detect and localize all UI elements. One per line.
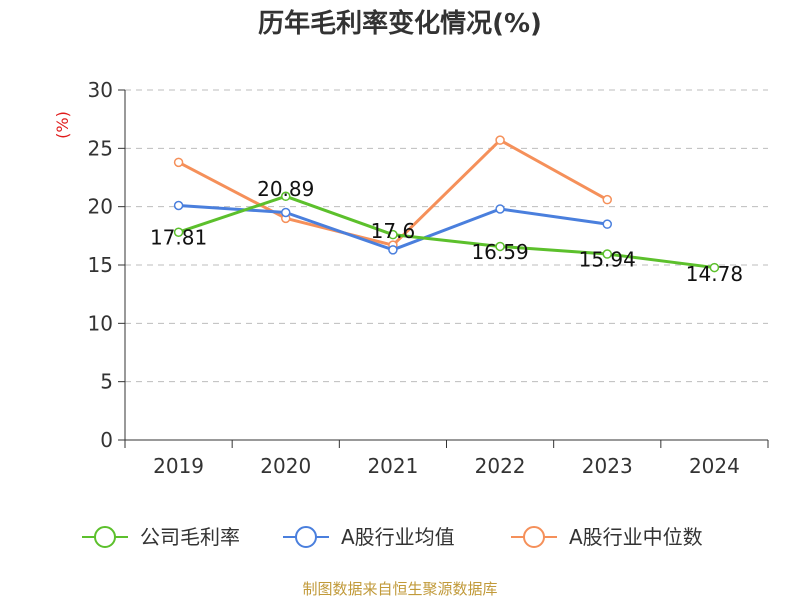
data-label-2021: 17.6 [371, 219, 416, 243]
series-point-2-2022 [495, 135, 505, 145]
y-tick-label-5: 5 [100, 370, 113, 394]
x-tick-label-2019: 2019 [153, 454, 204, 478]
series-point-1-2023 [602, 219, 612, 229]
legend-label-1: A股行业均值 [341, 525, 455, 549]
y-tick-label-15: 15 [88, 253, 113, 277]
y-tick-label-10: 10 [88, 311, 113, 335]
series-point-1-2020 [281, 207, 291, 218]
legend-label-0: 公司毛利率 [140, 525, 240, 549]
legend-marker-0 [94, 526, 116, 548]
series-point-0-2019 [173, 227, 184, 237]
legend-marker-2 [523, 526, 545, 548]
y-tick-label-25: 25 [88, 136, 113, 160]
series-point-1-2022 [495, 204, 505, 214]
y-tick-label-20: 20 [88, 195, 113, 219]
x-tick-label-2021: 2021 [367, 454, 418, 478]
x-tick-label-2020: 2020 [260, 454, 311, 478]
legend-label-2: A股行业中位数 [569, 525, 703, 549]
series-point-0-2023 [602, 249, 612, 259]
series-point-0-2020 [281, 191, 291, 202]
series-point-2-2023 [602, 194, 612, 205]
series-point-2-2019 [173, 157, 184, 168]
series-point-1-2019 [173, 200, 184, 211]
series-line-0 [178, 194, 715, 270]
data-labels: 17.81 20.89 17.6 16.59 15.94 14.78 [150, 177, 743, 286]
y-tick-label-0: 0 [100, 428, 113, 452]
series-point-0-2021 [388, 229, 398, 240]
series-point-0-2024 [709, 262, 720, 273]
grid-lines [125, 89, 768, 383]
x-tick-label-2024: 2024 [689, 454, 740, 478]
data-label-2020: 20.89 [257, 177, 314, 201]
series-layer [173, 135, 720, 273]
x-tick-label-2022: 2022 [475, 454, 526, 478]
data-label-2024: 14.78 [686, 262, 743, 286]
legend: 公司毛利率 A股行业均值 A股行业中位数 [82, 525, 703, 549]
y-axis-unit: (%) [53, 111, 72, 139]
series-point-1-2021 [388, 245, 398, 255]
source-note: 制图数据来自恒生聚源数据库 [302, 580, 497, 598]
data-label-2022: 16.59 [471, 240, 528, 264]
legend-marker-1 [295, 526, 317, 548]
series-point-0-2022 [495, 241, 505, 252]
data-label-2023: 15.94 [579, 248, 636, 272]
y-tick-label-30: 30 [88, 78, 113, 102]
data-label-2019: 17.81 [150, 226, 207, 250]
axes: 0 5 10 15 20 25 30 2019 2020 2021 2022 2023 2024 [88, 78, 769, 478]
x-tick-label-2023: 2023 [582, 454, 633, 478]
chart-title: 历年毛利率变化情况(%) [258, 8, 542, 39]
